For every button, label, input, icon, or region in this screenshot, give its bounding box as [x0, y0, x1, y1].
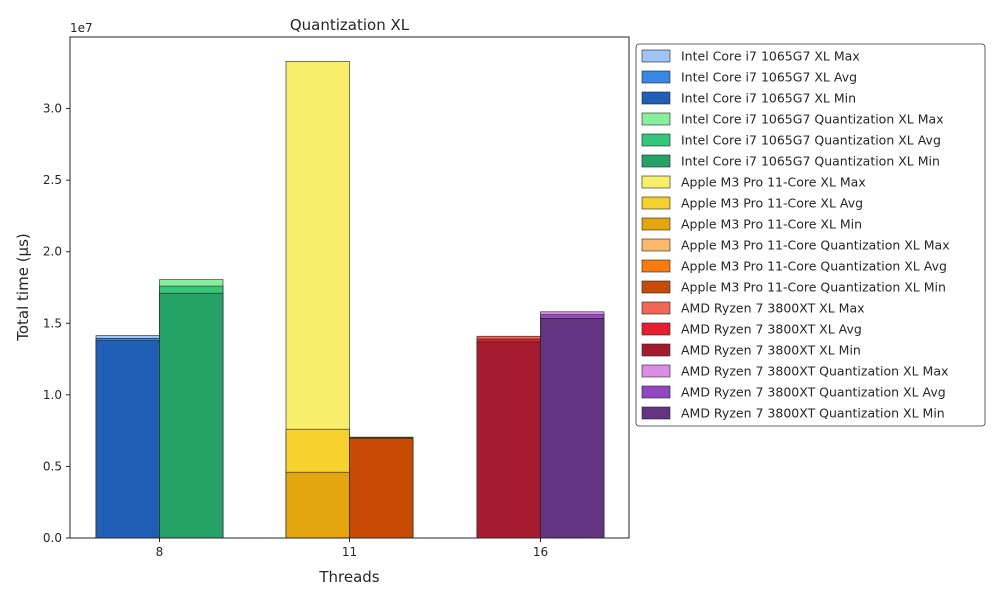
y-tick-label: 0.5 — [43, 459, 62, 473]
y-scale-label: 1e7 — [70, 21, 93, 35]
legend-label: AMD Ryzen 7 3800XT XL Max — [681, 301, 865, 316]
legend-label: Apple M3 Pro 11-Core Quantization XL Avg — [681, 259, 947, 274]
x-tick-label: 11 — [342, 545, 357, 559]
bar-11-xl-min — [285, 471, 350, 539]
legend-label: AMD Ryzen 7 3800XT Quantization XL Max — [681, 364, 948, 379]
legend-swatch — [641, 70, 671, 84]
legend-label: Intel Core i7 1065G7 XL Avg — [681, 70, 857, 85]
axes-layer: 0.0 0.5 1.0 1.5 2.0 2.5 3.0 8 11 16 — [43, 36, 630, 559]
bar-16-quantization-xl-min — [540, 317, 605, 539]
legend-label: Intel Core i7 1065G7 Quantization XL Max — [681, 112, 944, 127]
bar-8-xl-min — [95, 340, 160, 539]
y-axis-label: Total time (µs) — [14, 233, 32, 342]
bars-layer — [95, 60, 605, 539]
legend-label: AMD Ryzen 7 3800XT XL Min — [681, 343, 861, 358]
legend-label: Apple M3 Pro 11-Core Quantization XL Max — [681, 238, 950, 253]
legend-label: Intel Core i7 1065G7 Quantization XL Avg — [681, 133, 941, 148]
legend-label: Apple M3 Pro 11-Core XL Min — [681, 217, 862, 232]
legend-frame — [635, 43, 986, 427]
chart-title: Quantization XL — [290, 16, 410, 34]
y-tick-label: 0.0 — [43, 531, 62, 545]
legend-swatch — [641, 259, 671, 273]
legend-swatch — [641, 154, 671, 168]
y-tick-label: 3.0 — [43, 102, 62, 116]
legend-label: Intel Core i7 1065G7 Quantization XL Min — [681, 154, 940, 169]
legend-label: AMD Ryzen 7 3800XT Quantization XL Avg — [681, 385, 946, 400]
legend-label: Apple M3 Pro 11-Core Quantization XL Min — [681, 280, 946, 295]
legend-swatch — [641, 280, 671, 294]
legend-swatch — [641, 175, 671, 189]
legend-swatch — [641, 133, 671, 147]
legend-swatch — [641, 406, 671, 420]
x-tick-label: 16 — [533, 545, 548, 559]
bar-8-quantization-xl-min — [159, 292, 224, 539]
legend-swatch — [641, 196, 671, 210]
x-axis-label: Threads — [318, 568, 379, 586]
legend-label: Intel Core i7 1065G7 XL Max — [681, 49, 860, 64]
legend-label: AMD Ryzen 7 3800XT XL Avg — [681, 322, 862, 337]
legend-swatch — [641, 322, 671, 336]
legend-swatch — [641, 364, 671, 378]
legend-swatch — [641, 112, 671, 126]
legend-label: Apple M3 Pro 11-Core XL Avg — [681, 196, 863, 211]
legend: Intel Core i7 1065G7 XL Max Intel Core i7… — [635, 43, 986, 427]
y-tick-label: 2.5 — [43, 173, 62, 187]
legend-swatch — [641, 343, 671, 357]
legend-label: Intel Core i7 1065G7 XL Min — [681, 91, 856, 106]
legend-swatch — [641, 385, 671, 399]
legend-label: AMD Ryzen 7 3800XT Quantization XL Min — [681, 406, 945, 421]
bar-11-quantization-xl-min — [349, 438, 414, 539]
y-tick-label: 1.5 — [43, 316, 62, 330]
legend-swatch — [641, 238, 671, 252]
bar-16-xl-min — [476, 341, 541, 539]
x-tick-label: 8 — [156, 545, 164, 559]
legend-swatch — [641, 49, 671, 63]
y-tick-label: 1.0 — [43, 388, 62, 402]
legend-swatch — [641, 217, 671, 231]
legend-label: Apple M3 Pro 11-Core XL Max — [681, 175, 866, 190]
legend-swatch — [641, 91, 671, 105]
legend-swatch — [641, 301, 671, 315]
y-tick-label: 2.0 — [43, 245, 62, 259]
